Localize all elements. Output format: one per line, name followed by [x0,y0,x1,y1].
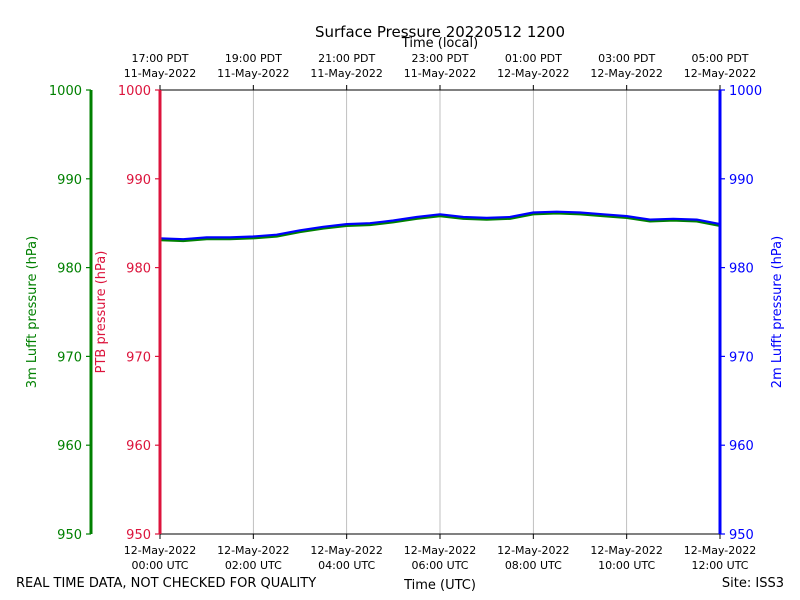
y-axis-label-ptb: PTB pressure (hPa) [94,251,109,374]
y-tick-label-lufft2m: 970 [729,350,754,365]
top-tick-label-time: 17:00 PDT [131,52,188,65]
y-tick-label-lufft3m: 980 [57,262,82,277]
grid-layer [252,90,628,534]
x-tick-label-time: 00:00 UTC [131,559,188,572]
top-tick-label-time: 05:00 PDT [691,52,748,65]
x-tick-label-date: 12-May-2022 [217,544,289,557]
top-tick-label-date: 12-May-2022 [590,67,662,80]
series-line-1 [159,212,721,243]
x-tick-label-date: 12-May-2022 [684,544,756,557]
y-tick-label-ptb: 980 [126,262,151,277]
y-tick-label-lufft3m: 1000 [49,84,82,99]
top-tick-label-time: 23:00 PDT [411,52,468,65]
y-tick-label-lufft2m: 980 [729,262,754,277]
x-tick-label-time: 08:00 UTC [505,559,562,572]
y-tick-label-lufft2m: 990 [729,173,754,188]
top-tick-label-date: 11-May-2022 [404,67,476,80]
top-tick-label-date: 11-May-2022 [124,67,196,80]
y-tick-label-lufft3m: 950 [57,528,82,543]
x-tick-label-time: 04:00 UTC [318,559,375,572]
series-line-2 [159,210,721,241]
bottom-axis-title: Time (UTC) [403,578,476,593]
y-tick-label-lufft2m: 960 [729,439,754,454]
site-label: Site: ISS3 [721,576,784,591]
x-tick-label-time: 06:00 UTC [411,559,468,572]
top-tick-label-date: 11-May-2022 [217,67,289,80]
top-tick-label-time: 19:00 PDT [225,52,282,65]
axis-layer: 12-May-2022 00:00 UTC 12-May-2022 02:00 UTC… [25,52,785,572]
y-tick-label-ptb: 1000 [118,84,151,99]
top-tick-label-date: 12-May-2022 [497,67,569,80]
chart-title: Surface Pressure 20220512 1200 [315,23,565,41]
top-axis-title: Time (local) [401,36,478,51]
x-tick-label-date: 12-May-2022 [404,544,476,557]
x-tick-label-time: 10:00 UTC [598,559,655,572]
x-tick-label-time: 12:00 UTC [691,559,748,572]
y-tick-label-ptb: 990 [126,173,151,188]
x-tick-label-time: 02:00 UTC [225,559,282,572]
top-tick-label-time: 03:00 PDT [598,52,655,65]
y-tick-label-ptb: 960 [126,439,151,454]
y-tick-label-lufft3m: 960 [57,439,82,454]
y-tick-label-lufft2m: 950 [729,528,754,543]
y-tick-label-lufft3m: 990 [57,173,82,188]
y-tick-label-lufft3m: 970 [57,350,82,365]
x-tick-label-date: 12-May-2022 [590,544,662,557]
y-tick-label-ptb: 970 [126,350,151,365]
x-tick-label-date: 12-May-2022 [497,544,569,557]
quality-note: REAL TIME DATA, NOT CHECKED FOR QUALITY [16,576,317,591]
series-layer [159,210,721,243]
y-tick-label-lufft2m: 1000 [729,84,762,99]
x-tick-label-date: 12-May-2022 [310,544,382,557]
top-tick-label-date: 11-May-2022 [310,67,382,80]
top-tick-label-time: 21:00 PDT [318,52,375,65]
y-tick-label-ptb: 950 [126,528,151,543]
top-tick-label-date: 12-May-2022 [684,67,756,80]
y-axis-label-lufft3m: 3m Lufft pressure (hPa) [25,236,40,388]
y-axis-label-lufft2m: 2m Lufft pressure (hPa) [770,236,785,388]
x-tick-label-date: 12-May-2022 [124,544,196,557]
top-tick-label-time: 01:00 PDT [505,52,562,65]
